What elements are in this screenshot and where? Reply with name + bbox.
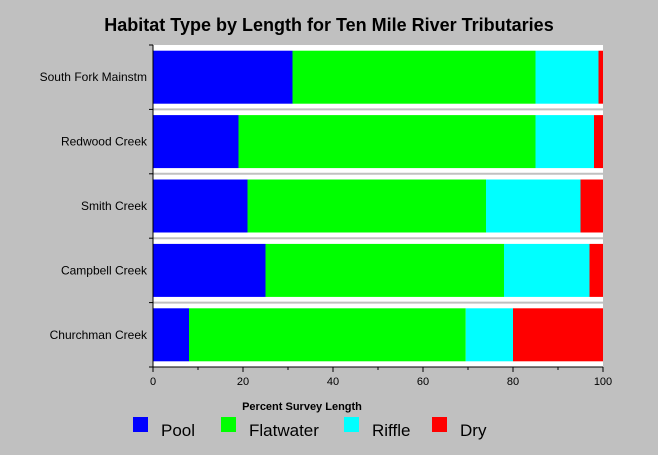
x-tick-label: 0 xyxy=(150,376,156,388)
bar-campbell-creek-riffle xyxy=(504,243,590,297)
bar-churchman-creek-pool xyxy=(153,308,189,362)
legend-swatch-flatwater xyxy=(221,417,236,432)
x-axis: 0 20 40 60 80 100 xyxy=(149,44,612,388)
bar-campbell-creek-dry xyxy=(589,243,603,297)
bar-south-fork-mainstm-dry xyxy=(598,50,603,104)
bar-redwood-creek-flatwater xyxy=(238,115,536,169)
bar-south-fork-mainstm-flatwater xyxy=(292,50,536,104)
bar-redwood-creek-pool xyxy=(153,115,239,169)
bar-campbell-creek-flatwater xyxy=(265,243,504,297)
category-labels: South Fork Mainstm Redwood Creek Smith Cre… xyxy=(40,70,148,342)
bar-smith-creek-pool xyxy=(153,179,248,233)
legend-label-riffle: Riffle xyxy=(372,421,410,440)
x-tick-label: 40 xyxy=(327,376,339,388)
category-label-smith-creek: Smith Creek xyxy=(81,199,148,213)
chart-title: Habitat Type by Length for Ten Mile Rive… xyxy=(104,15,553,35)
bar-smith-creek-riffle xyxy=(486,179,581,233)
legend-swatch-riffle xyxy=(344,417,359,432)
bars xyxy=(153,50,603,362)
bar-churchman-creek-dry xyxy=(513,308,603,362)
x-axis-label: Percent Survey Length xyxy=(242,401,362,413)
bar-churchman-creek-flatwater xyxy=(189,308,466,362)
bar-south-fork-mainstm-riffle xyxy=(535,50,599,104)
bar-smith-creek-flatwater xyxy=(247,179,486,233)
x-tick-label: 60 xyxy=(417,376,429,388)
bar-smith-creek-dry xyxy=(580,179,603,233)
legend-label-dry: Dry xyxy=(460,421,487,440)
legend-swatch-pool xyxy=(133,417,148,432)
category-label-churchman-creek: Churchman Creek xyxy=(50,328,148,342)
x-tick-label: 80 xyxy=(507,376,519,388)
legend-label-flatwater: Flatwater xyxy=(249,421,319,440)
legend-label-pool: Pool xyxy=(161,421,195,440)
bar-campbell-creek-pool xyxy=(153,243,266,297)
category-label-campbell-creek: Campbell Creek xyxy=(61,263,148,277)
category-label-redwood-creek: Redwood Creek xyxy=(61,135,148,149)
x-tick-label: 20 xyxy=(237,376,249,388)
bar-churchman-creek-riffle xyxy=(465,308,513,362)
x-tick-label: 100 xyxy=(594,376,612,388)
bar-redwood-creek-dry xyxy=(594,115,603,169)
bar-south-fork-mainstm-pool xyxy=(153,50,293,104)
bar-redwood-creek-riffle xyxy=(535,115,594,169)
legend-swatch-dry xyxy=(432,417,447,432)
category-label-south-fork-mainstm: South Fork Mainstm xyxy=(40,70,147,84)
legend: Pool Flatwater Riffle Dry xyxy=(133,417,487,440)
